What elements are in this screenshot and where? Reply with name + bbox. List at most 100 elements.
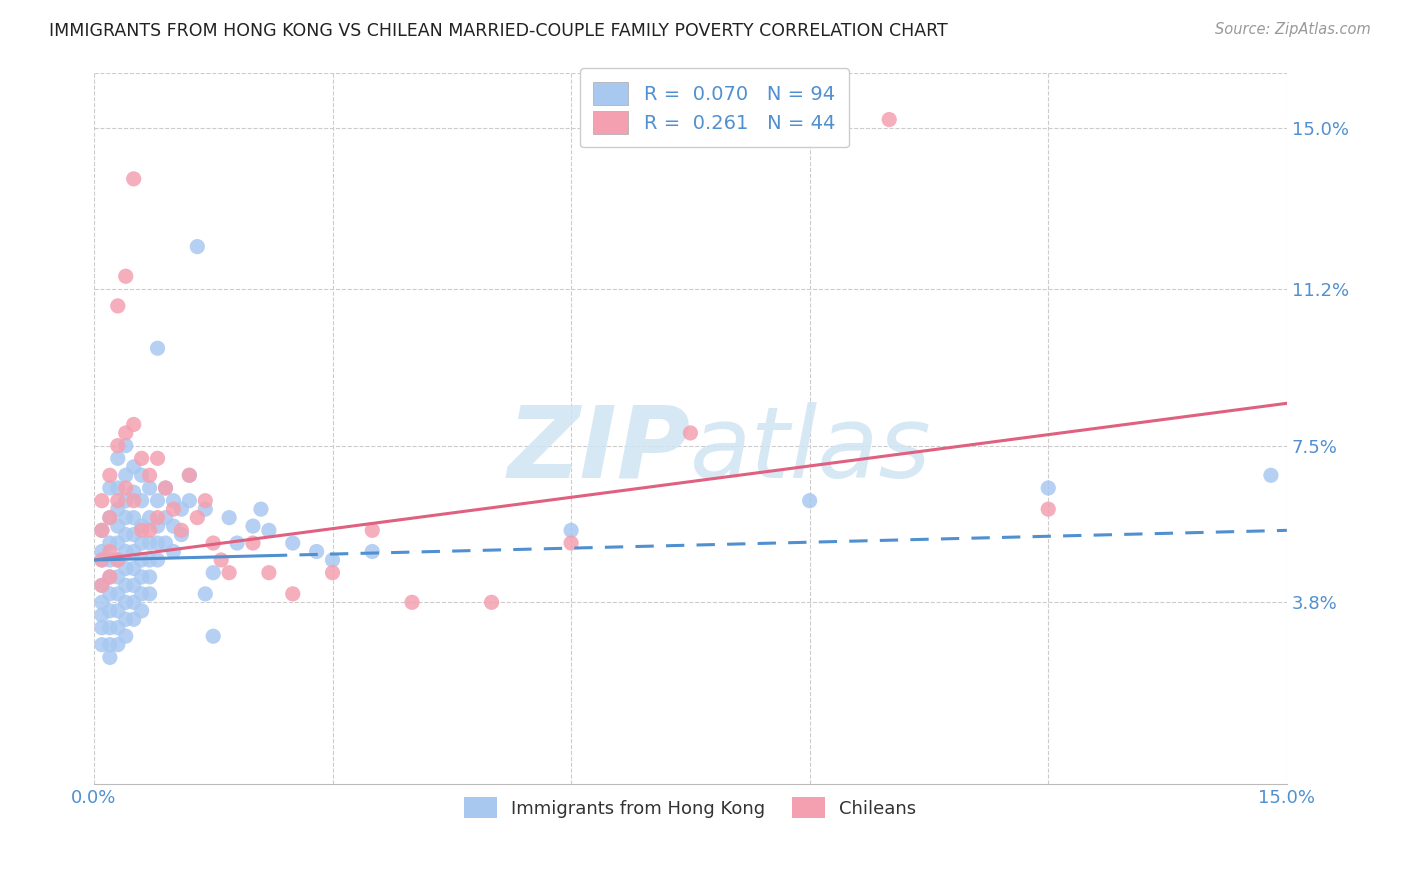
Point	[98, 510, 121, 524]
Point	[138, 510, 160, 524]
Point	[155, 481, 177, 495]
Point	[186, 239, 208, 253]
Point	[107, 451, 129, 466]
Point	[122, 172, 145, 186]
Point	[242, 536, 264, 550]
Point	[194, 587, 217, 601]
Point	[107, 299, 129, 313]
Point	[98, 510, 121, 524]
Point	[138, 524, 160, 538]
Point	[250, 502, 273, 516]
Point	[131, 493, 153, 508]
Point	[138, 553, 160, 567]
Point	[98, 570, 121, 584]
Point	[122, 544, 145, 558]
Point	[481, 595, 503, 609]
Point	[90, 595, 112, 609]
Point	[90, 544, 112, 558]
Point	[107, 519, 129, 533]
Point	[107, 536, 129, 550]
Point	[155, 510, 177, 524]
Point	[679, 425, 702, 440]
Point	[170, 524, 193, 538]
Point	[194, 502, 217, 516]
Point	[122, 612, 145, 626]
Point	[131, 519, 153, 533]
Point	[90, 524, 112, 538]
Point	[146, 553, 169, 567]
Point	[162, 502, 184, 516]
Point	[281, 536, 304, 550]
Point	[98, 604, 121, 618]
Point	[98, 536, 121, 550]
Point	[90, 553, 112, 567]
Point	[98, 587, 121, 601]
Point	[170, 502, 193, 516]
Point	[122, 485, 145, 500]
Point	[122, 417, 145, 432]
Text: IMMIGRANTS FROM HONG KONG VS CHILEAN MARRIED-COUPLE FAMILY POVERTY CORRELATION C: IMMIGRANTS FROM HONG KONG VS CHILEAN MAR…	[49, 22, 948, 40]
Point	[114, 439, 136, 453]
Point	[257, 566, 280, 580]
Point	[877, 112, 900, 127]
Point	[305, 544, 328, 558]
Point	[1038, 481, 1060, 495]
Point	[114, 527, 136, 541]
Point	[107, 553, 129, 567]
Point	[321, 566, 343, 580]
Point	[107, 570, 129, 584]
Point	[138, 481, 160, 495]
Point	[131, 587, 153, 601]
Point	[146, 536, 169, 550]
Point	[114, 561, 136, 575]
Point	[242, 519, 264, 533]
Point	[114, 493, 136, 508]
Point	[90, 524, 112, 538]
Point	[186, 510, 208, 524]
Point	[146, 519, 169, 533]
Point	[107, 587, 129, 601]
Point	[138, 587, 160, 601]
Point	[218, 510, 240, 524]
Point	[98, 621, 121, 635]
Point	[90, 608, 112, 623]
Point	[146, 510, 169, 524]
Point	[138, 536, 160, 550]
Point	[107, 502, 129, 516]
Point	[162, 544, 184, 558]
Point	[122, 595, 145, 609]
Point	[131, 468, 153, 483]
Point	[1260, 468, 1282, 483]
Point	[114, 544, 136, 558]
Point	[226, 536, 249, 550]
Point	[90, 638, 112, 652]
Point	[122, 510, 145, 524]
Point	[281, 587, 304, 601]
Point	[179, 468, 201, 483]
Point	[107, 621, 129, 635]
Point	[107, 439, 129, 453]
Point	[146, 493, 169, 508]
Point	[162, 493, 184, 508]
Point	[162, 519, 184, 533]
Point	[218, 566, 240, 580]
Point	[560, 524, 582, 538]
Point	[146, 451, 169, 466]
Point	[114, 269, 136, 284]
Text: ZIP: ZIP	[508, 401, 690, 499]
Point	[179, 493, 201, 508]
Legend: Immigrants from Hong Kong, Chileans: Immigrants from Hong Kong, Chileans	[457, 790, 924, 825]
Text: Source: ZipAtlas.com: Source: ZipAtlas.com	[1215, 22, 1371, 37]
Point	[170, 527, 193, 541]
Point	[90, 493, 112, 508]
Point	[98, 468, 121, 483]
Point	[361, 524, 384, 538]
Point	[98, 570, 121, 584]
Point	[209, 553, 232, 567]
Point	[90, 578, 112, 592]
Text: atlas: atlas	[690, 401, 932, 499]
Point	[257, 524, 280, 538]
Point	[202, 566, 225, 580]
Point	[131, 536, 153, 550]
Point	[131, 451, 153, 466]
